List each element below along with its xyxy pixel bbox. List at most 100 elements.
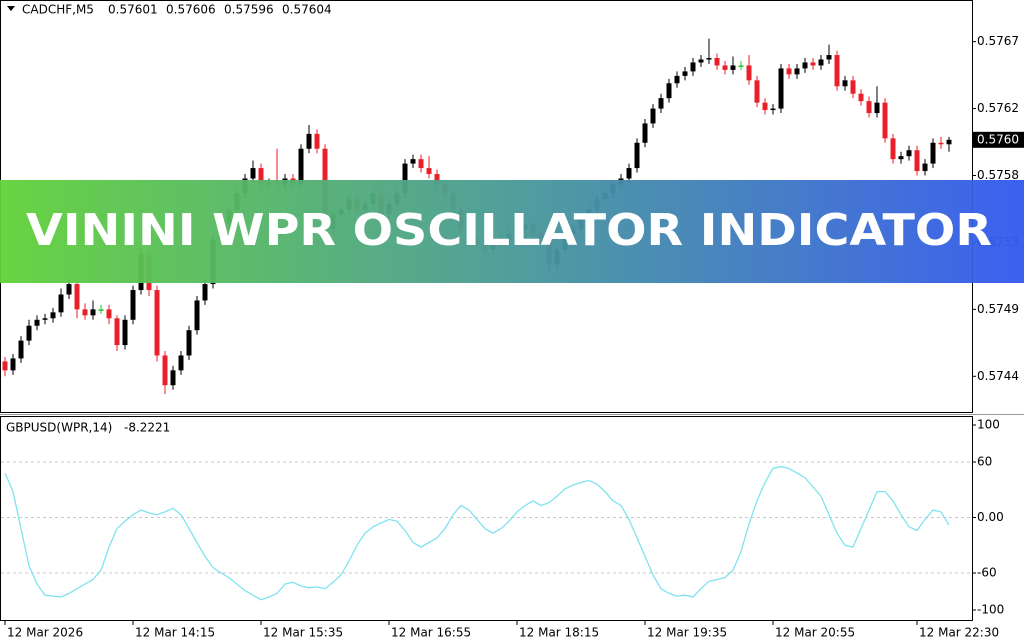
oscillator-line xyxy=(4,465,950,601)
last-price-label: 0.5760 xyxy=(977,132,1019,146)
candle-body xyxy=(898,156,904,160)
candle-body xyxy=(98,309,104,311)
candle-body xyxy=(170,370,176,386)
candle-body xyxy=(66,284,72,295)
y-tick-label: -100 xyxy=(977,603,1004,617)
candle-body xyxy=(2,361,8,371)
candle-body xyxy=(306,133,312,149)
candle-body xyxy=(866,101,872,114)
candle-body xyxy=(858,93,864,102)
x-tick-label: 12 Mar 19:35 xyxy=(647,626,727,640)
x-tick-label: 12 Mar 14:15 xyxy=(135,626,215,640)
candle-body xyxy=(642,123,648,143)
candle-body xyxy=(794,68,800,75)
x-tick-label: 12 Mar 18:15 xyxy=(519,626,599,640)
candle-body xyxy=(938,142,944,145)
candle-body xyxy=(42,318,48,320)
y-tick-label: 0.00 xyxy=(977,510,1004,524)
candle-body xyxy=(626,168,632,179)
candle-body xyxy=(762,102,768,111)
y-tick-label: -60 xyxy=(977,566,997,580)
candle-body xyxy=(850,80,856,94)
y-tick-label: 0.5749 xyxy=(977,302,1019,316)
candle-body xyxy=(18,340,24,359)
candle-body xyxy=(418,159,424,169)
candle-body xyxy=(10,358,16,371)
candle-body xyxy=(650,108,656,124)
candle-body xyxy=(410,159,416,164)
candle-body xyxy=(674,75,680,84)
candle-body xyxy=(834,55,840,87)
banner xyxy=(0,180,1024,283)
banner-title: VININI WPR OSCILLATOR INDICATOR xyxy=(26,205,992,256)
candle-body xyxy=(906,150,912,157)
candle-body xyxy=(930,142,936,164)
candle-body xyxy=(770,108,776,111)
candle-body xyxy=(90,309,96,316)
candle-body xyxy=(298,148,304,185)
x-tick-label: 12 Mar 20:55 xyxy=(775,626,855,640)
candle-body xyxy=(690,62,696,72)
candle-body xyxy=(162,355,168,386)
candle-body xyxy=(154,290,160,356)
y-tick-label: 100 xyxy=(977,418,1000,432)
candle-body xyxy=(130,290,136,320)
candle-body xyxy=(730,65,736,70)
y-tick-label: 0.5758 xyxy=(977,168,1019,182)
oscillator-panel xyxy=(0,416,973,621)
candle-body xyxy=(58,294,64,313)
candle-body xyxy=(706,58,712,60)
candle-body xyxy=(914,150,920,172)
chart-title: CADCHF,M5 xyxy=(22,3,94,17)
candle-body xyxy=(186,330,192,356)
ohlc-open: 0.57601 xyxy=(108,3,158,17)
candle-body xyxy=(922,163,928,172)
candle-body xyxy=(754,80,760,103)
x-tick-label: 12 Mar 22:30 xyxy=(919,626,999,640)
x-tick-label: 12 Mar 16:55 xyxy=(391,626,471,640)
candle-body xyxy=(666,83,672,99)
candle-body xyxy=(946,139,952,145)
oscillator-title: GBPUSD(WPR,14) xyxy=(6,421,112,435)
candle-body xyxy=(802,62,808,69)
candle-body xyxy=(82,309,88,316)
candle-body xyxy=(114,318,120,346)
oscillator-last-value: -8.2221 xyxy=(124,421,170,435)
candle-body xyxy=(194,300,200,331)
candle-body xyxy=(658,98,664,109)
candle-body xyxy=(106,309,112,319)
candle-body xyxy=(26,325,32,341)
candle-body xyxy=(426,168,432,175)
candle-body xyxy=(714,58,720,66)
candle-body xyxy=(778,68,784,109)
candle-body xyxy=(434,174,440,185)
x-tick-label: 12 Mar 15:35 xyxy=(263,626,343,640)
candle-body xyxy=(634,142,640,169)
candle-body xyxy=(874,102,880,114)
collapse-icon xyxy=(7,6,15,11)
y-tick-label: 0.5767 xyxy=(977,34,1019,48)
last-price-box xyxy=(973,131,1024,148)
candle-body xyxy=(314,133,320,149)
ohlc-close: 0.57604 xyxy=(282,3,332,17)
y-tick-label: 60 xyxy=(977,455,992,469)
candle-body xyxy=(842,80,848,87)
candle-body xyxy=(722,65,728,70)
candle-body xyxy=(738,65,744,67)
plot-area: 0.57670.57620.57580.57530.57490.57440.57… xyxy=(1,34,1024,640)
candle-body xyxy=(826,55,832,60)
candle-body xyxy=(890,138,896,160)
candle-body xyxy=(810,62,816,66)
candle-body xyxy=(818,59,824,66)
candle-body xyxy=(882,102,888,139)
candle-body xyxy=(258,168,264,185)
candle-body xyxy=(746,65,752,81)
candle-body xyxy=(122,319,128,346)
candle-body xyxy=(74,284,80,310)
candle-body xyxy=(786,68,792,75)
x-tick-label: 12 Mar 2026 xyxy=(7,626,83,640)
candle-body xyxy=(402,163,408,194)
candle-body xyxy=(250,168,256,179)
